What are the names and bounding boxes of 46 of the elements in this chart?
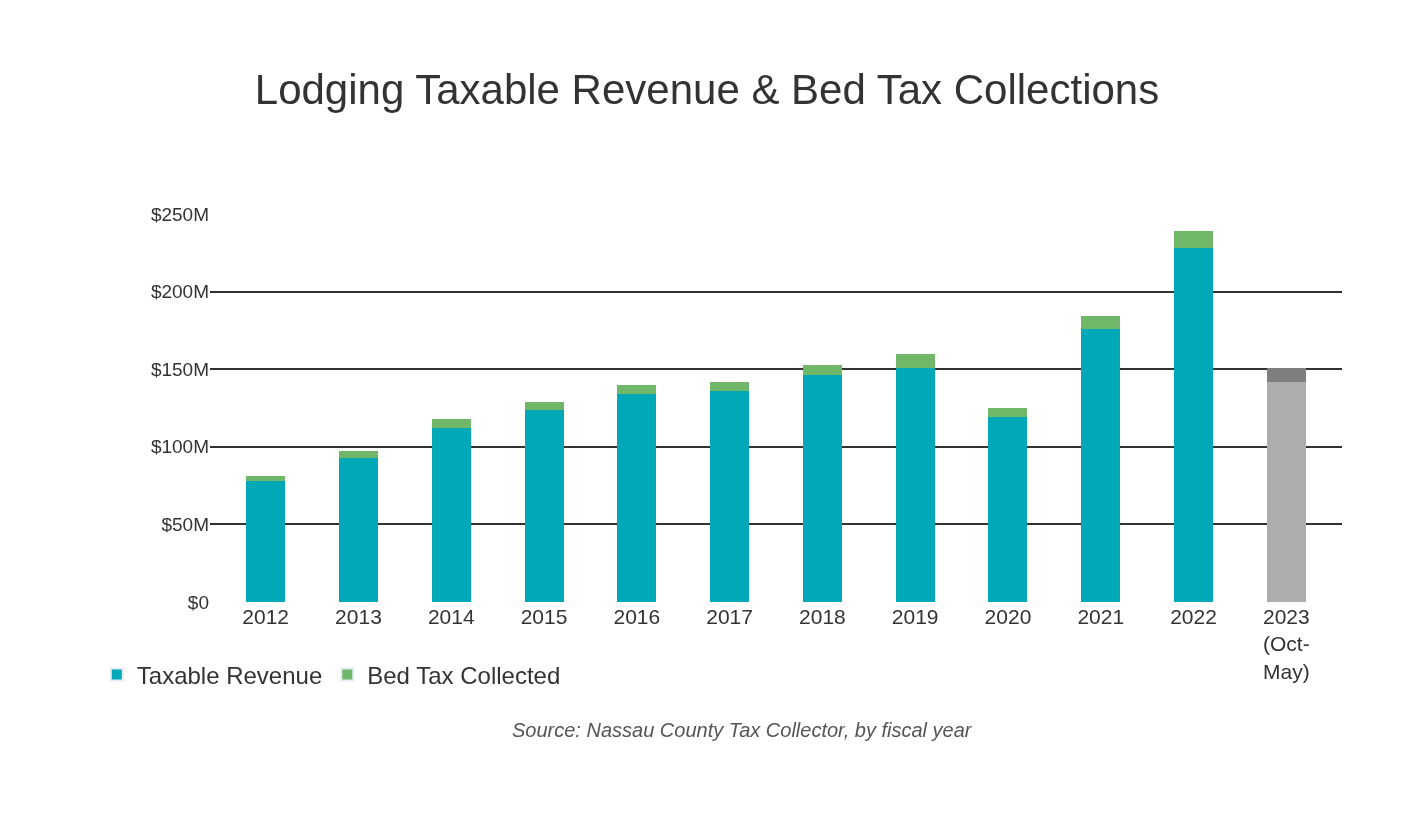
bar: [1081, 316, 1121, 329]
y-tick-label: $100M: [150, 436, 209, 458]
x-tick-label: 2019: [891, 605, 939, 628]
chart-title: Lodging Taxable Revenue & Bed Tax Collections: [254, 66, 1160, 114]
bar: [988, 408, 1028, 418]
bar: [524, 409, 564, 602]
bar: [431, 428, 471, 602]
bar: [1081, 328, 1121, 602]
bar: [802, 375, 842, 602]
y-tick-label: $150M: [150, 358, 209, 380]
bar: [246, 476, 286, 481]
x-tick-label: 2012: [242, 605, 290, 628]
bar: [802, 365, 842, 376]
y-tick-label: $50M: [161, 514, 209, 536]
source-note: Source: Nassau County Tax Collector, by fiscal year: [512, 719, 973, 741]
bar: [1266, 381, 1306, 602]
bar: [617, 384, 657, 395]
bar: [524, 401, 564, 410]
x-tick-label: 2013: [335, 605, 382, 628]
bar: [338, 457, 378, 602]
x-tick-label: 2020: [984, 605, 1032, 628]
bar: [431, 418, 471, 429]
x-tick-label: 2021: [1077, 605, 1125, 628]
x-tick-label: 2015: [520, 605, 568, 628]
y-tick-label: $200M: [150, 281, 209, 303]
y-tick-label: $250M: [150, 203, 209, 225]
x-tick-label: 2016: [613, 605, 661, 628]
x-tick-label: 2022: [1170, 605, 1217, 628]
x-tick-label: 2023 (Oct- May): [1262, 605, 1310, 683]
legend-label: Taxable Revenue: [136, 661, 323, 689]
x-tick-label: 2018: [799, 605, 846, 628]
legend-label: Bed Tax Collected: [367, 661, 561, 689]
bar: [338, 450, 378, 458]
bar: [895, 367, 935, 602]
bar: [1174, 231, 1214, 249]
bar: [1174, 248, 1214, 602]
x-tick-label: 2017: [706, 605, 753, 628]
bar: [710, 390, 750, 602]
bar: [246, 480, 286, 602]
bar: [895, 353, 935, 368]
y-tick-label: $0: [187, 591, 209, 613]
x-tick-label: 2014: [427, 605, 475, 628]
bar: [710, 381, 750, 391]
bar: [1266, 367, 1306, 382]
bar: [988, 417, 1028, 602]
bar: [617, 394, 657, 602]
